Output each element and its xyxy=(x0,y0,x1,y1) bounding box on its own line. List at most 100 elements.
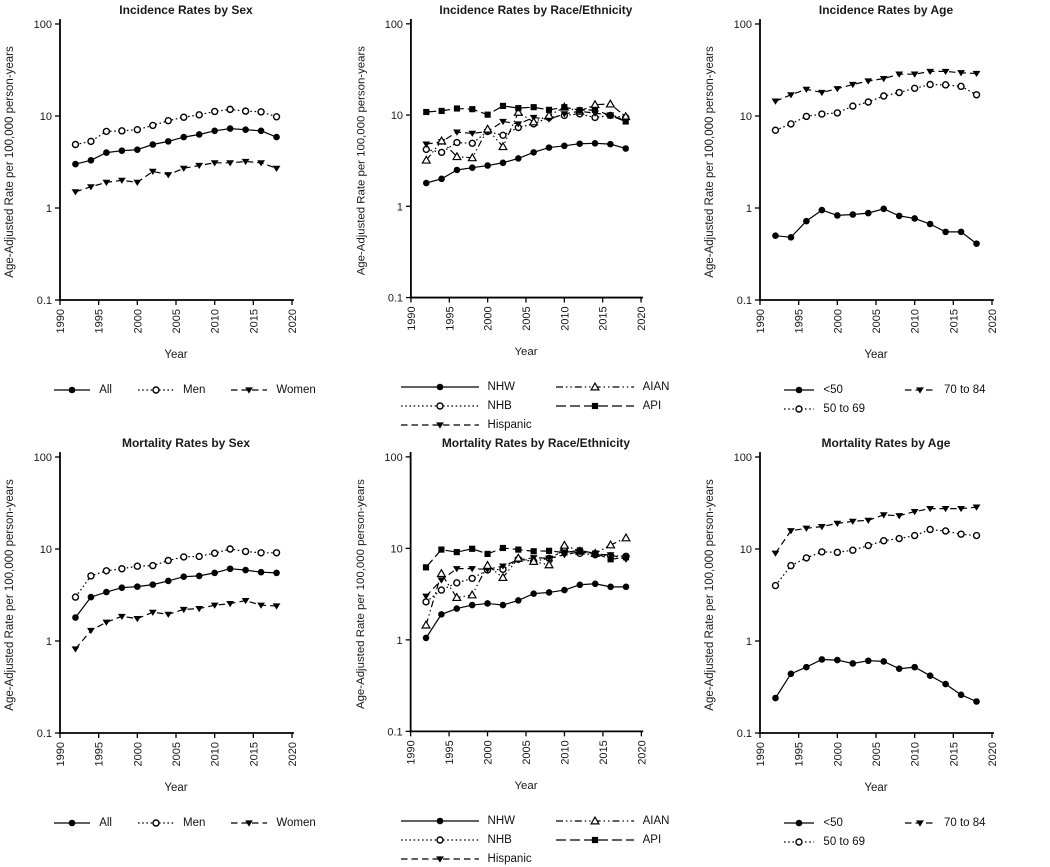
open-circle-marker-icon xyxy=(210,107,219,116)
filled-circle-marker-icon xyxy=(787,234,795,241)
series-markers-50-to-69 xyxy=(771,525,981,590)
series-line-hispanic xyxy=(426,110,626,145)
filled-circle-marker-icon xyxy=(499,601,507,609)
legend-item-men: Men xyxy=(137,382,205,398)
y-tick-label: 1 xyxy=(46,203,52,215)
filled-circle-marker-icon xyxy=(796,819,803,827)
filled-triangle-down-marker-icon xyxy=(226,160,235,167)
series-markers-all xyxy=(72,565,280,621)
filled-square-marker-icon xyxy=(561,104,568,111)
filled-circle-marker-icon xyxy=(864,209,872,217)
y-tick-label: 0.1 xyxy=(388,293,403,305)
legend-sample-hispanic xyxy=(400,422,479,429)
filled-circle-marker-icon xyxy=(103,149,110,156)
open-circle-marker-icon xyxy=(880,92,888,100)
series-markers-nhw xyxy=(422,580,630,642)
open-triangle-up-marker-icon xyxy=(451,592,462,602)
legend-item-api: API xyxy=(555,832,670,848)
y-tick-label: 100 xyxy=(734,452,752,464)
legend-mortality-age: <50 50 to 69 70 to 84 xyxy=(784,815,986,850)
open-circle-marker-icon xyxy=(926,80,934,89)
legend-item-aian: AIAN xyxy=(555,379,670,395)
legend-item-hispanic: Hispanic xyxy=(400,851,532,867)
filled-triangle-down-marker-icon xyxy=(452,566,461,573)
filled-square-marker-icon xyxy=(607,112,614,119)
legend-label-50-to-69: 50 to 69 xyxy=(823,836,865,848)
x-tick-label: 2000 xyxy=(483,740,495,764)
filled-square-marker-icon xyxy=(515,105,522,112)
legend-sample-men xyxy=(137,386,174,394)
filled-circle-marker-icon xyxy=(195,131,203,138)
legend-label-nhb: NHB xyxy=(487,834,512,846)
open-circle-marker-icon xyxy=(787,561,795,570)
legend-label-aian: AIAN xyxy=(642,381,670,393)
x-tick-label: 2010 xyxy=(910,742,922,766)
filled-triangle-down-marker-icon xyxy=(833,520,842,527)
legend-sample-50-to-69 xyxy=(784,838,815,846)
y-tick-label: 10 xyxy=(740,544,752,556)
filled-circle-marker-icon xyxy=(273,569,280,577)
filled-triangle-down-marker-icon xyxy=(545,555,553,562)
x-ticks: 1990 1995 2000 2005 2010 2015 2020 xyxy=(406,731,648,765)
filled-square-marker-icon xyxy=(607,556,614,563)
filled-circle-marker-icon xyxy=(257,127,265,135)
filled-circle-marker-icon xyxy=(436,383,443,391)
legend-label-hispanic: Hispanic xyxy=(487,853,532,865)
open-circle-marker-icon xyxy=(257,108,265,116)
legend-sample-nhw xyxy=(400,817,479,825)
legend-label-men: Men xyxy=(182,817,206,829)
y-ticks: 0.1 1 10 100 xyxy=(384,452,411,738)
y-tick-label: 10 xyxy=(40,544,52,556)
filled-circle-marker-icon xyxy=(561,586,568,594)
filled-triangle-down-marker-icon xyxy=(117,177,126,184)
filled-triangle-down-marker-icon xyxy=(833,86,842,93)
legend-label-all: All xyxy=(99,384,112,396)
y-tick-label: 0.1 xyxy=(37,295,52,307)
filled-square-marker-icon xyxy=(592,550,599,557)
open-circle-marker-icon xyxy=(972,531,981,540)
filled-circle-marker-icon xyxy=(68,386,76,394)
filled-circle-marker-icon xyxy=(973,698,980,705)
filled-circle-marker-icon xyxy=(164,577,172,585)
legend-incidence-age: <50 50 to 69 70 to 84 xyxy=(784,382,986,417)
y-ticks: 0.1 1 10 100 xyxy=(34,19,60,307)
x-tick-label: 1995 xyxy=(444,740,456,764)
legend-sample-all xyxy=(54,819,91,827)
open-circle-marker-icon xyxy=(87,137,95,146)
x-tick-label: 2010 xyxy=(210,309,222,333)
filled-triangle-down-marker-icon xyxy=(771,98,780,105)
filled-circle-marker-icon xyxy=(957,691,965,699)
filled-circle-marker-icon xyxy=(436,817,443,825)
open-triangle-up-marker-icon xyxy=(559,540,570,549)
filled-triangle-down-marker-icon xyxy=(133,616,142,623)
open-circle-marker-icon xyxy=(833,109,842,117)
filled-circle-marker-icon xyxy=(926,220,934,228)
open-circle-marker-icon xyxy=(849,546,857,554)
legend-sample-50 xyxy=(784,386,815,394)
filled-triangle-down-marker-icon xyxy=(257,602,265,609)
y-axis-label: Age-Adjusted Rate per 100,000 person-yea… xyxy=(355,46,367,276)
filled-triangle-down-marker-icon xyxy=(164,172,173,179)
filled-triangle-down-marker-icon xyxy=(848,518,857,525)
filled-circle-marker-icon xyxy=(226,565,234,573)
filled-square-marker-icon xyxy=(591,402,598,410)
filled-triangle-down-marker-icon xyxy=(972,504,981,511)
panel-incidence-sex: Incidence Rates by Sex 0.1 1 10 100 1990 1995 2… xyxy=(0,0,350,433)
open-circle-marker-icon xyxy=(435,402,444,410)
filled-square-marker-icon xyxy=(622,554,630,561)
filled-circle-marker-icon xyxy=(180,133,188,141)
x-tick-label: 2005 xyxy=(521,740,533,764)
x-axis-label: Year xyxy=(864,782,887,794)
filled-square-marker-icon xyxy=(530,104,537,111)
filled-circle-marker-icon xyxy=(134,146,141,154)
filled-circle-marker-icon xyxy=(118,147,126,154)
filled-triangle-down-marker-icon xyxy=(864,517,873,524)
y-tick-label: 0.1 xyxy=(387,726,402,738)
legend-sample-women xyxy=(231,820,268,827)
open-circle-marker-icon xyxy=(149,561,157,570)
x-tick-label: 2020 xyxy=(636,740,648,764)
chart-mortality-race: Mortality Rates by Race/Ethnicity 0.1 1 10 1… xyxy=(355,436,648,792)
filled-triangle-down-marker-icon xyxy=(241,597,250,605)
filled-circle-marker-icon xyxy=(911,215,918,222)
open-triangle-up-marker-icon xyxy=(436,568,447,578)
